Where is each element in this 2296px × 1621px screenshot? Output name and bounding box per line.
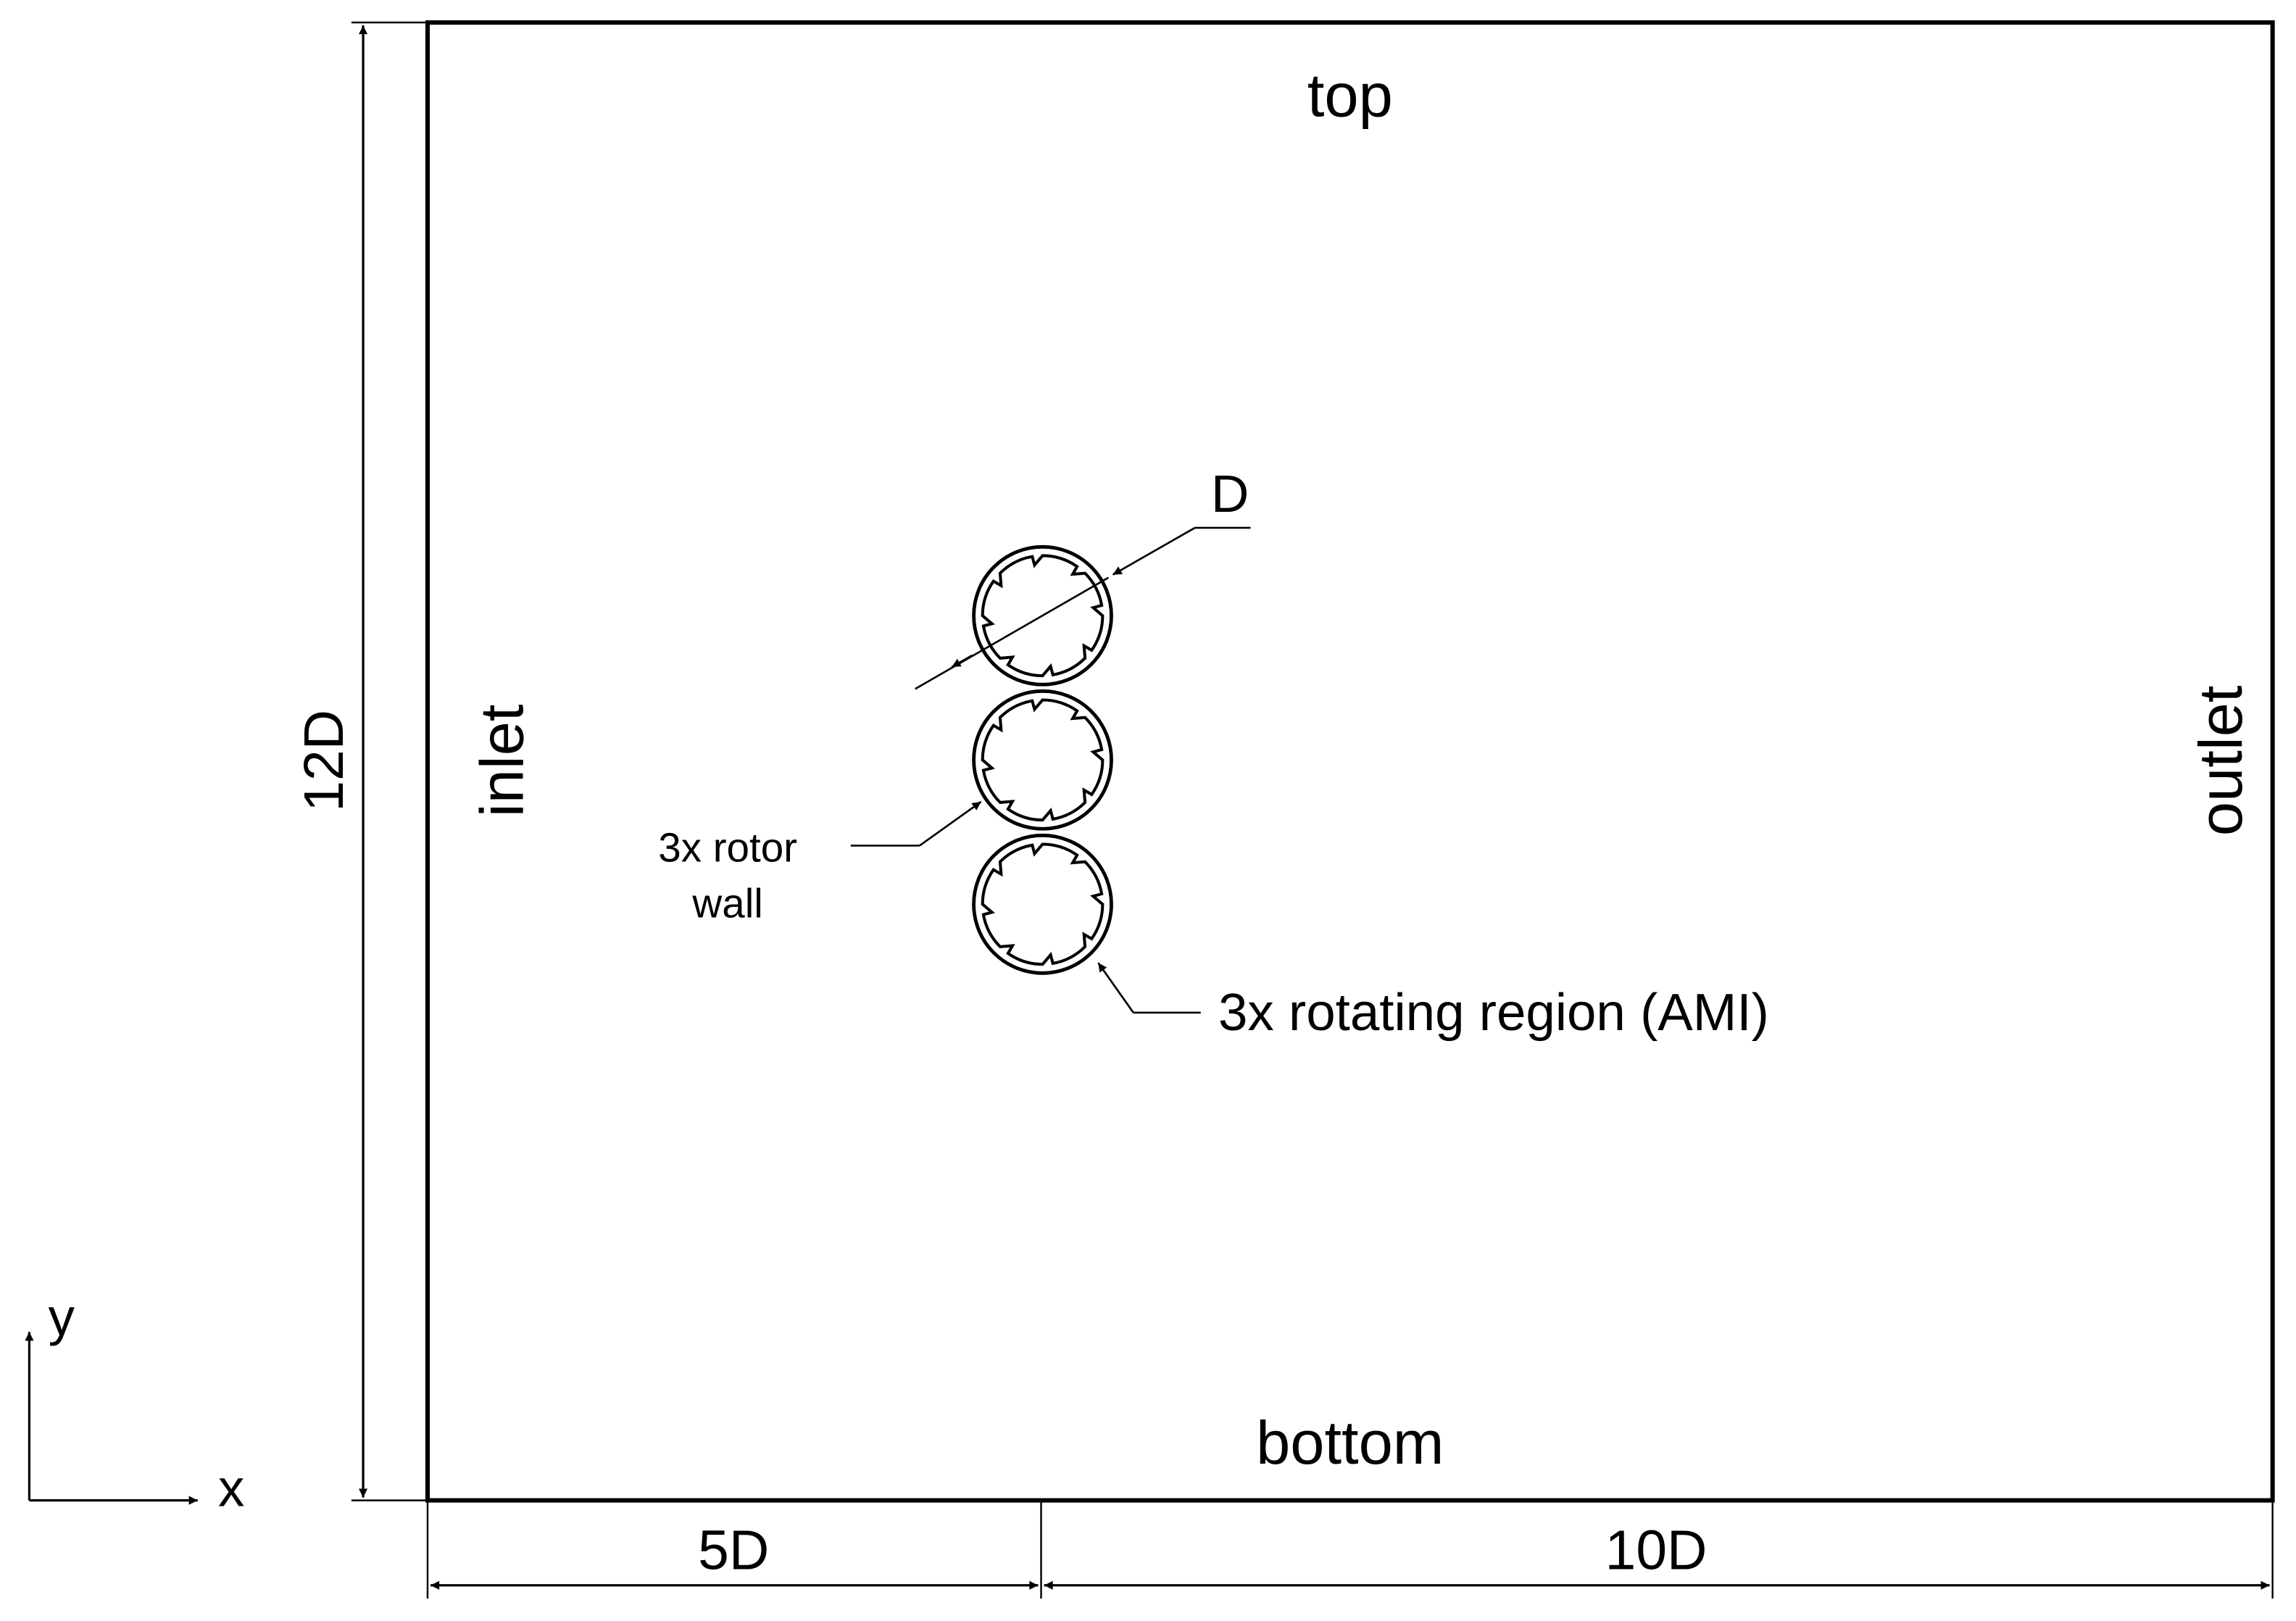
rotor	[972, 833, 1113, 975]
rotor	[972, 544, 1113, 687]
height-dimension: 12D	[294, 21, 428, 1501]
diameter-dimension: D	[915, 465, 1251, 690]
height-dimension-label: 12D	[294, 710, 355, 812]
outlet-boundary-label: outlet	[2186, 686, 2255, 837]
rotor-wall-label-line1: 3x rotor	[658, 825, 797, 871]
domain-boundary	[425, 20, 2275, 1503]
coordinate-axes: y x	[25, 1288, 244, 1518]
rotor-wall	[981, 698, 1105, 822]
top-boundary-label: top	[1307, 60, 1393, 129]
rotor-wall-callout: 3x rotor wall	[658, 800, 982, 926]
rotating-region-circle	[972, 833, 1113, 975]
rotor	[972, 689, 1113, 831]
rotating-region-circle	[972, 544, 1113, 687]
y-axis-label: y	[49, 1288, 75, 1346]
rotating-region-circle	[972, 689, 1113, 831]
downstream-dimension-label: 10D	[1605, 1520, 1708, 1582]
rotor-stack	[972, 544, 1113, 975]
x-axis-label: x	[218, 1459, 244, 1518]
rotor-wall	[981, 554, 1105, 678]
bottom-boundary-label: bottom	[1256, 1408, 1444, 1477]
upstream-dimension-label: 5D	[698, 1520, 769, 1582]
length-dimensions: 5D 10D	[426, 1500, 2274, 1599]
rotor-wall-label-line2: wall	[691, 880, 762, 926]
diameter-dimension-label: D	[1211, 465, 1249, 523]
ami-label: 3x rotating region (AMI)	[1218, 983, 1769, 1042]
rotor-wall	[981, 842, 1105, 966]
inlet-boundary-label: inlet	[467, 704, 536, 817]
ami-callout: 3x rotating region (AMI)	[1097, 962, 1769, 1042]
